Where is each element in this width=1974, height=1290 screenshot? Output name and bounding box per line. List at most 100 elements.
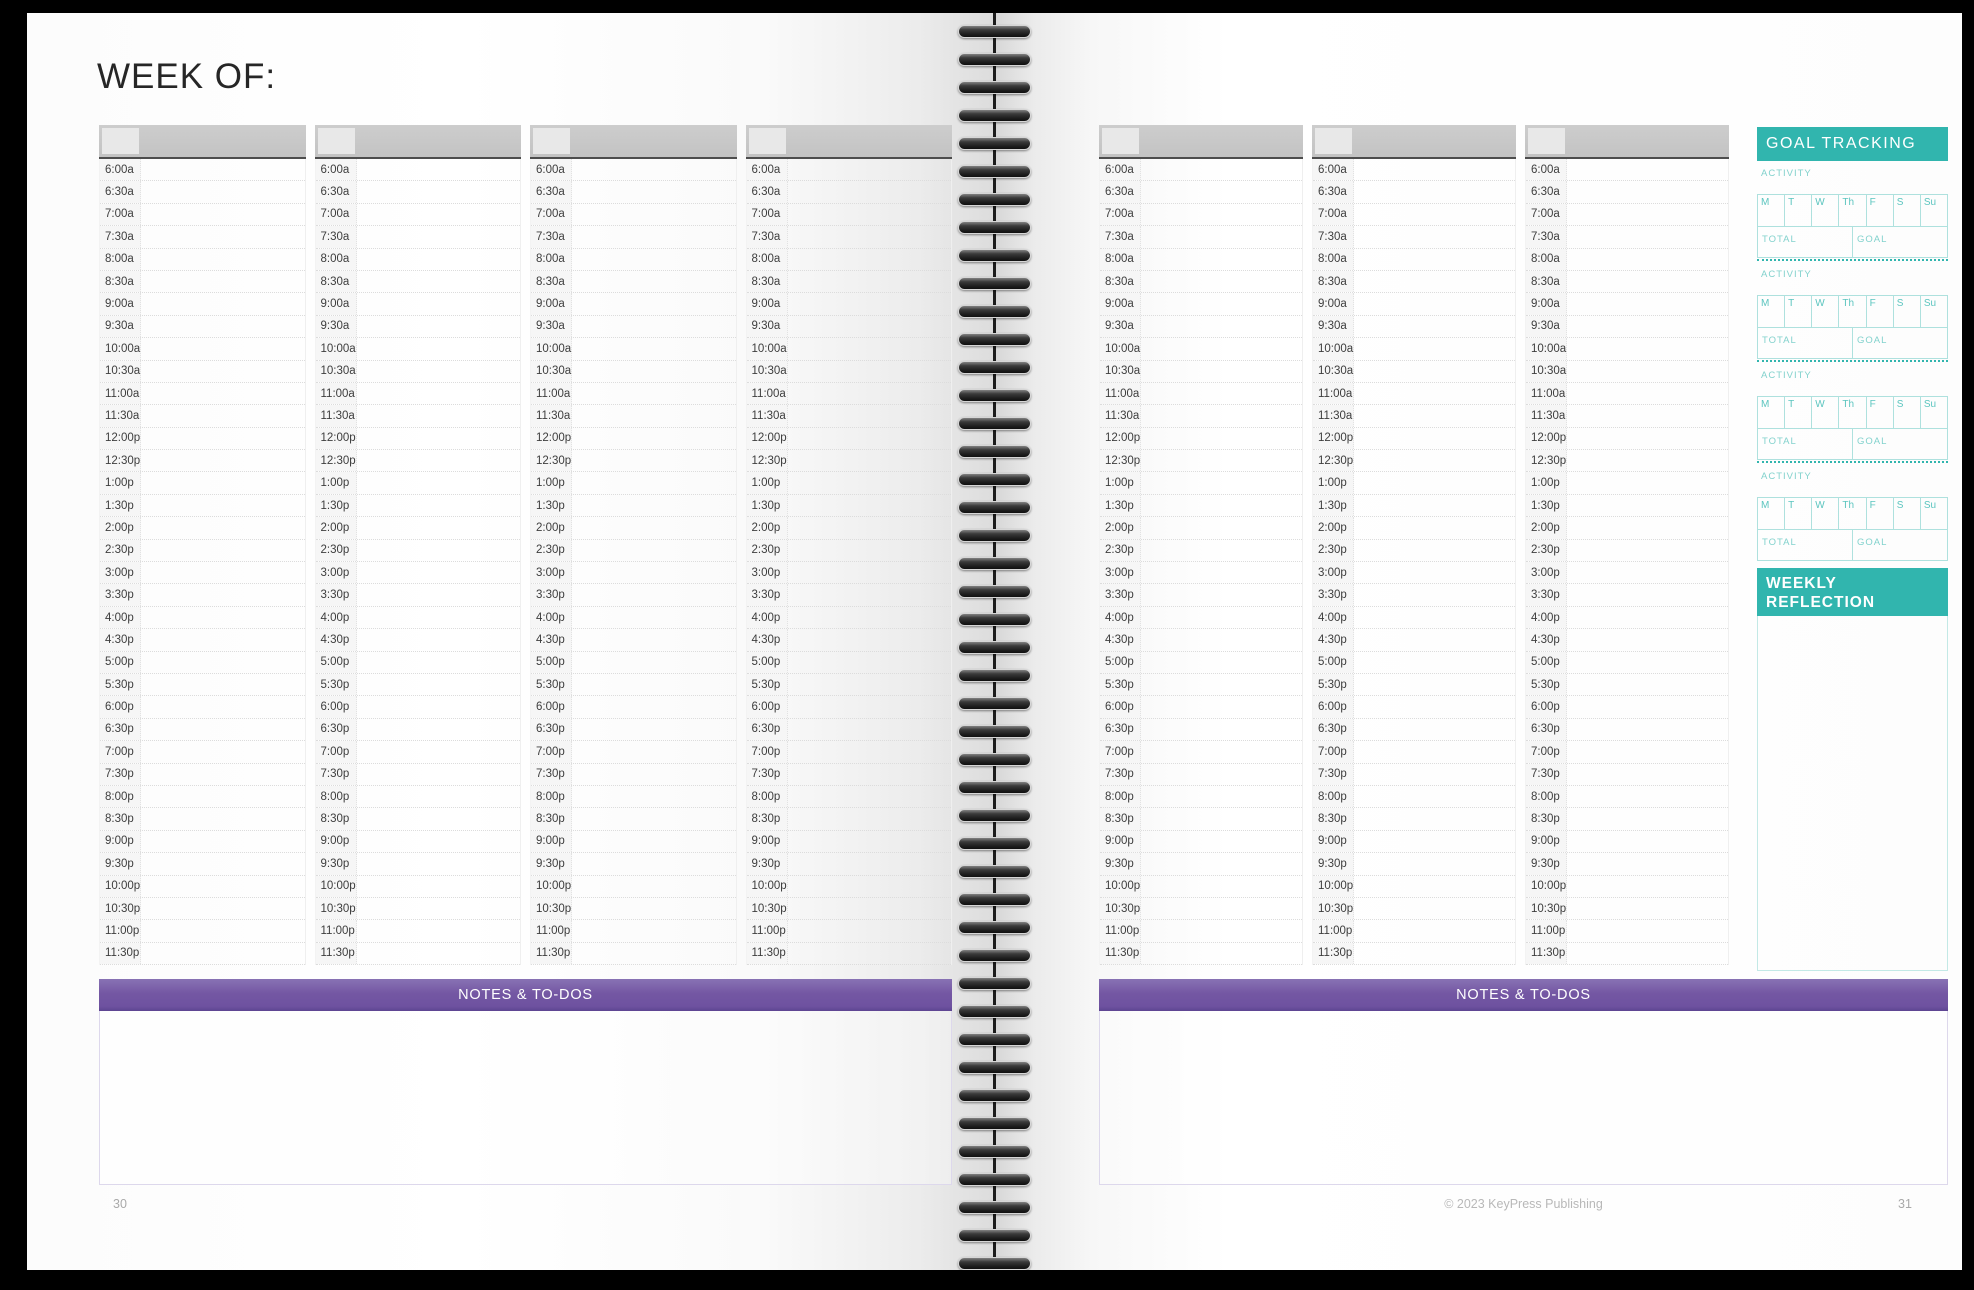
time-label: 10:30p bbox=[1313, 897, 1354, 920]
time-slot bbox=[1567, 159, 1728, 180]
time-slot bbox=[1141, 226, 1302, 247]
time-slot bbox=[141, 540, 305, 561]
time-label: 10:30a bbox=[746, 360, 788, 382]
day-cell: W bbox=[1812, 396, 1840, 429]
time-label: 7:30a bbox=[315, 226, 357, 248]
time-slot bbox=[788, 226, 952, 247]
time-label: 8:00p bbox=[1100, 785, 1141, 808]
time-label: 11:30p bbox=[1313, 942, 1354, 965]
day-header bbox=[1099, 125, 1303, 159]
time-row: 5:30p bbox=[100, 673, 305, 697]
time-label: 8:30a bbox=[1100, 270, 1141, 293]
time-slot bbox=[357, 584, 521, 605]
day-cell: Th bbox=[1839, 295, 1867, 328]
spiral-ring bbox=[958, 1145, 1031, 1158]
spiral-ring bbox=[958, 1033, 1031, 1046]
time-slot bbox=[572, 674, 736, 695]
spiral-ring bbox=[958, 641, 1031, 654]
time-slot bbox=[1141, 316, 1302, 337]
time-row: 2:30p bbox=[315, 539, 520, 563]
time-slot bbox=[141, 786, 305, 807]
time-label: 3:00p bbox=[746, 562, 788, 584]
spiral-ring bbox=[958, 865, 1031, 878]
time-label: 8:00p bbox=[1313, 785, 1354, 808]
time-row: 10:30p bbox=[531, 897, 736, 921]
time-row: 12:00p bbox=[1100, 427, 1302, 451]
time-row: 8:00a bbox=[1526, 248, 1728, 271]
time-slot bbox=[1354, 181, 1515, 202]
total-field: TOTAL bbox=[1757, 328, 1853, 359]
time-row: 8:30p bbox=[1313, 808, 1515, 831]
time-slot bbox=[788, 584, 952, 605]
time-slot bbox=[1354, 696, 1515, 717]
time-row: 8:30a bbox=[100, 270, 305, 294]
day-cell: T bbox=[1785, 396, 1813, 429]
time-slot bbox=[1141, 159, 1302, 180]
activity-label: ACTIVITY bbox=[1761, 269, 1812, 280]
time-slot bbox=[788, 696, 952, 717]
time-row: 3:00p bbox=[746, 562, 951, 585]
time-label: 11:00p bbox=[315, 920, 357, 942]
time-row: 11:30p bbox=[1526, 942, 1728, 966]
time-slot bbox=[1354, 338, 1515, 359]
time-row: 6:30a bbox=[746, 181, 951, 204]
time-row: 8:30a bbox=[1100, 270, 1302, 294]
time-row: 7:30a bbox=[1526, 226, 1728, 249]
right-page bbox=[995, 13, 1962, 1270]
time-slot bbox=[1141, 249, 1302, 270]
time-label: 11:00a bbox=[1313, 382, 1354, 405]
time-row: 4:00p bbox=[315, 606, 520, 630]
time-slot bbox=[1567, 383, 1728, 404]
time-row: 6:30p bbox=[1100, 718, 1302, 742]
time-slot bbox=[1354, 629, 1515, 650]
time-row: 6:00p bbox=[315, 696, 520, 719]
time-row: 5:00p bbox=[100, 651, 305, 674]
time-label: 9:00p bbox=[1100, 830, 1141, 853]
time-row: 9:00a bbox=[1100, 293, 1302, 316]
time-slot bbox=[1354, 204, 1515, 225]
time-slot bbox=[141, 428, 305, 449]
day-checkbox-row: M T W Th F S Su bbox=[1757, 396, 1948, 429]
time-label: 10:00p bbox=[1526, 875, 1567, 897]
time-row: 6:30a bbox=[100, 181, 305, 204]
time-row: 9:30a bbox=[1526, 315, 1728, 339]
time-slot bbox=[788, 517, 952, 538]
time-label: 1:30p bbox=[1526, 494, 1567, 517]
time-row: 11:30a bbox=[1526, 405, 1728, 428]
time-label: 4:00p bbox=[746, 606, 788, 629]
time-row: 12:00p bbox=[315, 427, 520, 451]
time-slot bbox=[1354, 316, 1515, 337]
time-row: 2:00p bbox=[315, 517, 520, 540]
time-row: 7:30a bbox=[531, 226, 736, 249]
spiral-ring bbox=[958, 389, 1031, 402]
time-row: 3:00p bbox=[315, 562, 520, 585]
spiral-ring bbox=[958, 781, 1031, 794]
time-label: 10:00a bbox=[746, 338, 788, 360]
time-row: 8:00p bbox=[1100, 785, 1302, 809]
time-label: 6:30p bbox=[100, 718, 141, 741]
spiral-ring bbox=[958, 53, 1031, 66]
time-row: 8:00p bbox=[1526, 785, 1728, 809]
time-label: 3:30p bbox=[315, 584, 357, 606]
copyright-footer: © 2023 KeyPress Publishing bbox=[1444, 1197, 1603, 1211]
day-cell: S bbox=[1893, 194, 1921, 227]
time-row: 8:30a bbox=[1526, 270, 1728, 294]
time-row: 12:30p bbox=[1526, 450, 1728, 473]
time-slot bbox=[788, 293, 952, 314]
time-row: 6:30p bbox=[315, 718, 520, 742]
day-cell: Su bbox=[1920, 497, 1948, 530]
time-label: 6:30p bbox=[1100, 718, 1141, 741]
time-row: 8:30a bbox=[1313, 270, 1515, 294]
time-label: 12:30p bbox=[100, 450, 141, 472]
time-row: 8:00p bbox=[315, 785, 520, 809]
date-box bbox=[1528, 128, 1565, 154]
time-row: 12:30p bbox=[746, 450, 951, 473]
time-label: 10:00p bbox=[1100, 875, 1141, 897]
time-row: 5:30p bbox=[531, 673, 736, 697]
time-row: 10:00a bbox=[315, 338, 520, 361]
time-row: 1:00p bbox=[100, 472, 305, 495]
time-label: 6:00a bbox=[1100, 159, 1141, 181]
time-label: 8:00p bbox=[746, 785, 788, 808]
goal-label: GOAL bbox=[1857, 335, 1888, 346]
day-cell: F bbox=[1866, 295, 1894, 328]
